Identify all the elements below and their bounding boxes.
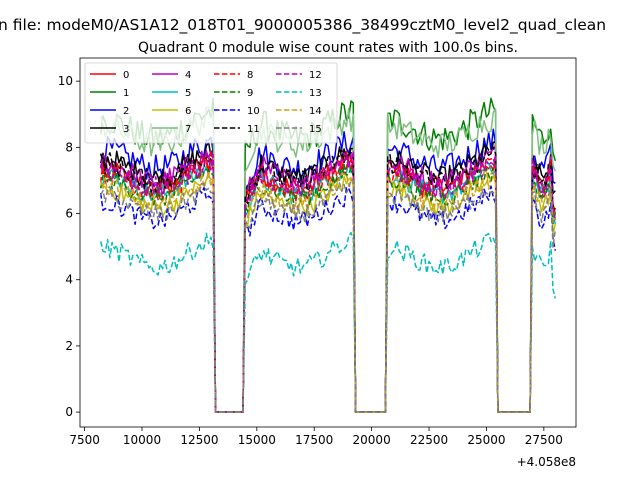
legend-label-5: 5 (185, 88, 191, 99)
legend-box (84, 62, 338, 144)
plot-frame (79, 57, 577, 428)
x-tick-label: 10000 (123, 433, 161, 447)
legend-label-13: 13 (309, 88, 322, 99)
legend-label-4: 4 (185, 70, 191, 81)
legend-label-9: 9 (247, 88, 253, 99)
legend-label-15: 15 (309, 124, 322, 135)
y-axis: 0 2 4 6 8 10 (58, 74, 80, 419)
x-tick-label: 27500 (525, 433, 563, 447)
legend-label-3: 3 (123, 124, 129, 135)
x-tick-label: 17500 (295, 433, 333, 447)
x-tick-label: 25000 (467, 433, 505, 447)
y-tick-label: 6 (65, 207, 73, 221)
legend-label-10: 10 (247, 106, 260, 117)
legend-label-1: 1 (123, 88, 129, 99)
legend-label-8: 8 (247, 70, 253, 81)
legend-label-7: 7 (185, 124, 191, 135)
x-tick-label: 12500 (180, 433, 218, 447)
legend-label-11: 11 (247, 124, 260, 135)
legend-label-2: 2 (123, 106, 129, 117)
y-tick-label: 2 (65, 339, 73, 353)
series-line-15 (100, 179, 557, 413)
x-offset-text: +4.058e8 (517, 455, 576, 469)
legend-label-12: 12 (309, 70, 322, 81)
series-line-12 (100, 151, 557, 413)
y-tick-label: 0 (65, 405, 73, 419)
series-line-11 (100, 145, 556, 413)
x-tick-label: 22500 (410, 433, 448, 447)
legend-label-6: 6 (185, 106, 191, 117)
x-tick-label: 7500 (69, 433, 100, 447)
series-line-13 (99, 231, 557, 413)
series-line-10 (99, 185, 557, 413)
y-tick-label: 10 (58, 74, 73, 88)
legend-label-0: 0 (123, 70, 129, 81)
series-line-9 (99, 162, 557, 413)
y-tick-label: 8 (65, 140, 73, 154)
legend-label-14: 14 (309, 106, 322, 117)
series-line-14 (99, 169, 556, 413)
x-tick-label: 20000 (353, 433, 391, 447)
chart-title: Quadrant 0 module wise count rates with … (138, 40, 518, 56)
x-axis: 7500 10000 12500 15000 17500 20000 22500 25000 2… (69, 427, 563, 447)
series-line-5 (100, 159, 557, 413)
x-tick-label: 15000 (238, 433, 276, 447)
y-tick-label: 4 (65, 273, 73, 287)
figure-suptitle: n file: modeM0/AS1A12_018T01_9000005386_… (0, 16, 606, 35)
